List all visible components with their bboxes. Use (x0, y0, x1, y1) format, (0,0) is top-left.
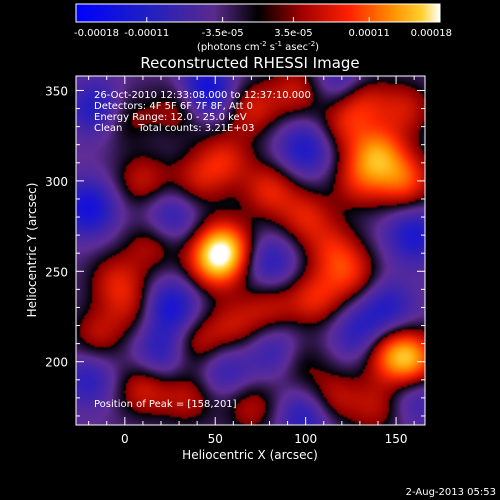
y-tick-label: 200 (45, 356, 68, 370)
annotation-time: 26-Oct-2010 12:33:08.000 to 12:37:10.000 (94, 90, 311, 101)
x-tick-label: 150 (385, 432, 408, 446)
x-tick-label: 100 (294, 432, 317, 446)
colorbar-tick-label: -0.00018 (74, 28, 119, 39)
annotation-detectors: Detectors: 4F 5F 6F 7F 8F, Att 0 (94, 101, 253, 112)
chart-title: Reconstructed RHESSI Image (140, 54, 359, 72)
annotation-block: 26-Oct-2010 12:33:08.000 to 12:37:10.000… (94, 90, 311, 134)
y-axis-label: Heliocentric Y (arcsec) (25, 183, 39, 318)
x-tick-label: 50 (208, 432, 223, 446)
colorbar-tick-label: 0.00018 (411, 28, 452, 39)
x-axis-label: Heliocentric X (arcsec) (182, 448, 318, 462)
heatmap-image (76, 76, 425, 425)
x-tick-label: 0 (121, 432, 129, 446)
annotation-clean: Clean Total counts: 3.21E+03 (94, 123, 254, 134)
axis-ticks (76, 76, 425, 425)
footer-date: 2-Aug-2013 05:53 (406, 487, 496, 498)
colorbar-tick-label: -0.00011 (124, 28, 169, 39)
colorbar-tick-label: 3.5e-05 (274, 28, 312, 39)
colorbar-tick-label: 0.00011 (349, 28, 390, 39)
y-tick-label: 250 (45, 265, 68, 279)
plot-frame (75, 75, 426, 426)
y-tick-labels: 200 250 300 350 (45, 84, 68, 369)
colorbar-tick-labels: -0.00018 -0.00011 -3.5e-05 3.5e-05 0.00011 0.… (74, 28, 452, 39)
y-tick-label: 350 (45, 84, 68, 98)
colorbar (75, 3, 441, 23)
y-tick-label: 300 (45, 175, 68, 189)
peak-position-label: Position of Peak = [158,201] (94, 399, 237, 410)
colorbar-ticks (75, 17, 441, 22)
x-tick-labels: 0 50 100 150 (121, 432, 408, 446)
colorbar-units: (photons cm-2 s-1 asec-2) (197, 40, 319, 53)
annotation-energy: Energy Range: 12.0 - 25.0 keV (94, 112, 247, 123)
colorbar-tick-label: -3.5e-05 (202, 28, 244, 39)
